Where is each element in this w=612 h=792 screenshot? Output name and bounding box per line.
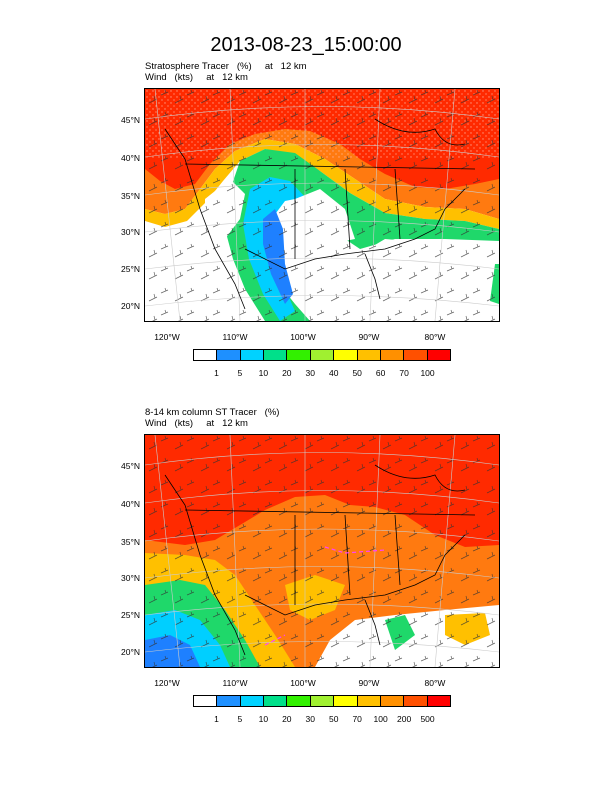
colorbar-tick-label: 50 xyxy=(352,368,362,378)
colorbar-swatch xyxy=(404,696,428,706)
panel1-lon-label: 80°W xyxy=(424,332,446,342)
colorbar-swatch xyxy=(310,350,335,360)
panel1-coastlines xyxy=(164,118,476,310)
panel2-colorbar xyxy=(193,695,451,707)
panel2-lon-label: 90°W xyxy=(358,678,380,688)
colorbar-tick-label: 20 xyxy=(282,714,292,724)
panel2-map-svg xyxy=(145,435,499,667)
panel1-lon-label: 110°W xyxy=(222,332,248,342)
colorbar-tick-label: 70 xyxy=(399,368,409,378)
colorbar-swatch xyxy=(217,696,241,706)
panel1-lon-label: 90°W xyxy=(358,332,380,342)
panel1-colorbar-labels: 1 5 10 20 30 40 50 60 70 100 xyxy=(193,368,451,380)
panel2-subtitle-line2: Wind (kts) at 12 km xyxy=(145,418,248,429)
panel2-lat-label: 45°N xyxy=(121,461,140,471)
panel2-lat-label: 35°N xyxy=(121,537,140,547)
panel1-lon-label: 120°W xyxy=(154,332,180,342)
colorbar-tick-label: 1 xyxy=(214,368,219,378)
colorbar-swatch xyxy=(427,696,450,706)
colorbar-tick-label: 50 xyxy=(328,714,339,724)
panel1-map-svg xyxy=(145,89,499,321)
colorbar-swatch xyxy=(380,350,405,360)
panel2-subtitle-line1: 8-14 km column ST Tracer (%) xyxy=(145,407,280,418)
colorbar-swatch xyxy=(287,350,311,360)
colorbar-swatch xyxy=(357,350,381,360)
colorbar-swatch xyxy=(334,350,358,360)
panel2-lon-label: 100°W xyxy=(290,678,316,688)
panel1-lat-label: 20°N xyxy=(121,301,140,311)
panel1-lat-label: 25°N xyxy=(121,264,140,274)
panel1-lat-label: 30°N xyxy=(121,227,140,237)
panel2-lat-label: 40°N xyxy=(121,499,140,509)
panel2-coastlines xyxy=(164,464,476,656)
colorbar-swatch xyxy=(310,696,335,706)
panel1-graticule xyxy=(145,89,499,321)
colorbar-swatch xyxy=(404,350,428,360)
panel1-subtitle-line1: Stratosphere Tracer (%) at 12 km xyxy=(145,61,307,72)
panel1-colorbar xyxy=(193,349,451,361)
colorbar-tick-label: 70 xyxy=(352,714,362,724)
panel2-lat-label: 20°N xyxy=(121,647,140,657)
colorbar-swatch xyxy=(287,696,311,706)
panel2-highlight-contour xyxy=(264,546,386,646)
colorbar-tick-label: 5 xyxy=(237,368,243,378)
colorbar-tick-label: 10 xyxy=(258,714,269,724)
panel1-lat-label: 40°N xyxy=(121,153,140,163)
colorbar-tick-label: 60 xyxy=(375,368,386,378)
colorbar-swatch xyxy=(217,350,241,360)
panel2-lat-label: 25°N xyxy=(121,610,140,620)
panel2-lon-label: 110°W xyxy=(222,678,248,688)
colorbar-tick-label: 100 xyxy=(373,714,388,724)
panel1-lat-label: 35°N xyxy=(121,191,140,201)
figure-title: 2013-08-23_15:00:00 xyxy=(210,34,402,56)
panel2-lon-label: 120°W xyxy=(154,678,180,688)
colorbar-swatch xyxy=(357,696,381,706)
panel1-map xyxy=(144,88,500,322)
colorbar-swatch xyxy=(334,696,358,706)
panel1-lat-label: 45°N xyxy=(121,115,140,125)
colorbar-swatch xyxy=(264,350,288,360)
colorbar-tick-label: 10 xyxy=(258,368,269,378)
colorbar-tick-label: 40 xyxy=(328,368,339,378)
colorbar-swatch xyxy=(240,696,265,706)
panel2-lon-label: 80°W xyxy=(424,678,446,688)
colorbar-tick-label: 30 xyxy=(305,368,315,378)
panel2-map xyxy=(144,434,500,668)
colorbar-swatch xyxy=(427,350,450,360)
colorbar-tick-label: 200 xyxy=(396,714,412,724)
colorbar-tick-label: 5 xyxy=(237,714,243,724)
colorbar-swatch xyxy=(240,350,265,360)
colorbar-tick-label: 1 xyxy=(214,714,219,724)
colorbar-swatch xyxy=(194,350,218,360)
panel1-lon-label: 100°W xyxy=(290,332,316,342)
panel2-lat-label: 30°N xyxy=(121,573,140,583)
colorbar-tick-label: 20 xyxy=(282,368,292,378)
panel1-subtitle-line2: Wind (kts) at 12 km xyxy=(145,72,248,83)
colorbar-tick-label: 100 xyxy=(420,368,435,378)
colorbar-swatch xyxy=(194,696,218,706)
colorbar-swatch xyxy=(264,696,288,706)
colorbar-swatch xyxy=(380,696,405,706)
colorbar-tick-label: 500 xyxy=(420,714,435,724)
panel2-colorbar-labels: 1 5 10 20 30 50 70 100 200 500 xyxy=(193,714,451,726)
colorbar-tick-label: 30 xyxy=(305,714,315,724)
